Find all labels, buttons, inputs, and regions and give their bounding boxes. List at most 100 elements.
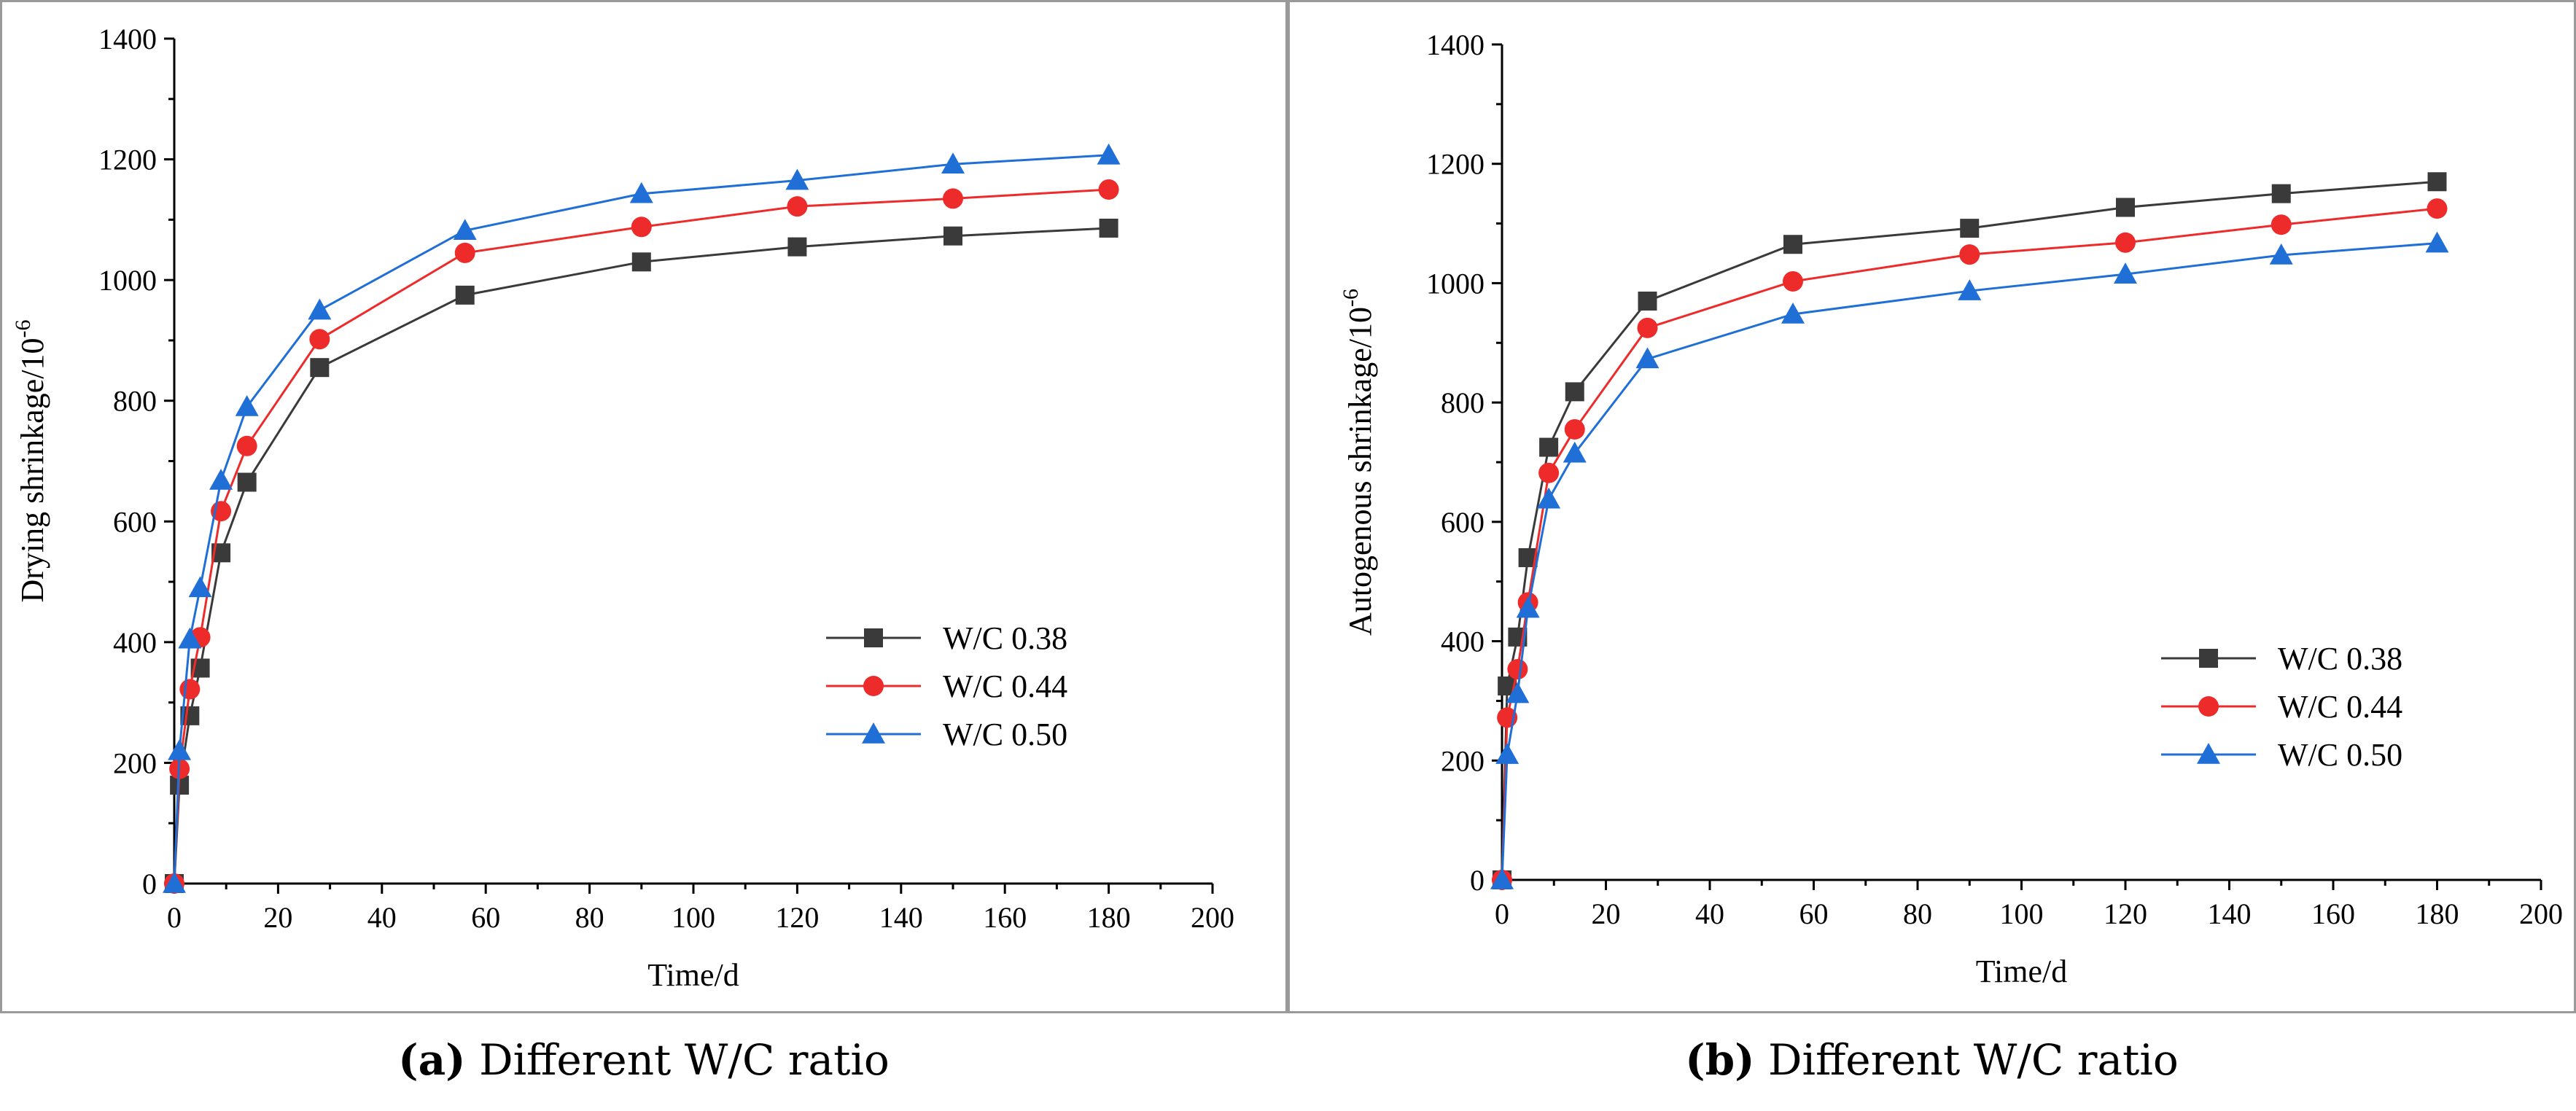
data-point xyxy=(163,872,186,893)
caption-b: (b) Different W/C ratio xyxy=(1288,1035,2576,1085)
x-tick-label: 40 xyxy=(367,901,397,934)
y-tick-label: 800 xyxy=(1441,386,1484,419)
data-point xyxy=(785,168,809,190)
data-point xyxy=(787,237,807,257)
x-tick-label: 200 xyxy=(1191,901,1234,934)
data-point xyxy=(1563,441,1587,463)
x-axis-title: Time/d xyxy=(647,957,739,993)
x-tick-label: 140 xyxy=(2208,897,2252,930)
x-tick-label: 40 xyxy=(1695,897,1724,930)
caption-a-text: Different W/C ratio xyxy=(479,1035,890,1085)
data-point xyxy=(1637,317,1658,338)
y-tick-label: 0 xyxy=(142,868,157,900)
data-point xyxy=(1783,270,1803,292)
data-point xyxy=(1099,218,1118,238)
x-tick-label: 20 xyxy=(1592,897,1621,930)
data-point xyxy=(631,252,651,272)
y-tick-label: 1200 xyxy=(98,144,157,176)
data-point xyxy=(310,358,330,378)
data-point xyxy=(1960,219,1980,238)
x-tick-label: 120 xyxy=(775,901,819,934)
caption-b-label: (b) xyxy=(1685,1035,1755,1085)
data-point xyxy=(1507,659,1528,680)
data-point xyxy=(1538,462,1560,483)
data-point xyxy=(1564,418,1585,440)
x-tick-label: 20 xyxy=(263,901,292,934)
data-point xyxy=(455,285,475,305)
x-tick-label: 160 xyxy=(983,901,1027,934)
data-point xyxy=(309,329,330,350)
data-point xyxy=(2270,214,2292,235)
data-point xyxy=(179,679,201,700)
series-w038 xyxy=(165,218,1118,893)
data-point xyxy=(236,435,257,456)
series-line xyxy=(173,154,1109,884)
x-tick-label: 0 xyxy=(167,901,182,934)
x-tick-label: 80 xyxy=(575,901,604,934)
caption-a-label: (a) xyxy=(398,1035,466,1085)
y-axis-title: Autogenous shrinkage/10-6 xyxy=(1339,289,1378,636)
legend-label: W/C 0.38 xyxy=(943,620,1067,656)
legend: W/C 0.38 W/C 0.44 W/C 0.50 xyxy=(826,620,1067,752)
data-point xyxy=(1516,596,1540,618)
series-line xyxy=(173,227,1109,884)
data-point xyxy=(2425,231,2449,253)
y-tick-label: 1400 xyxy=(98,23,157,55)
series-w050 xyxy=(1490,231,2449,889)
x-tick-label: 100 xyxy=(2000,897,2044,930)
x-tick-label: 160 xyxy=(2311,897,2355,930)
series-w050 xyxy=(163,143,1121,893)
data-point xyxy=(188,576,212,598)
data-point xyxy=(308,298,332,320)
data-point xyxy=(2114,262,2137,284)
caption-b-text: Different W/C ratio xyxy=(1768,1035,2179,1085)
data-point xyxy=(943,188,963,209)
y-tick-label: 200 xyxy=(1441,744,1484,777)
data-point xyxy=(453,219,477,241)
x-tick-label: 0 xyxy=(1495,897,1509,930)
legend-label: W/C 0.38 xyxy=(2278,641,2402,677)
x-tick-label: 80 xyxy=(1903,897,1932,930)
data-point xyxy=(178,627,202,649)
legend-marker xyxy=(862,722,885,744)
legend-label: W/C 0.50 xyxy=(943,717,1067,752)
x-tick-label: 60 xyxy=(471,901,500,934)
data-point xyxy=(1506,682,1530,703)
legend-marker xyxy=(2197,743,2220,764)
series-w044 xyxy=(164,179,1119,894)
y-tick-label: 1200 xyxy=(1426,148,1484,181)
data-point xyxy=(1565,382,1584,402)
data-point xyxy=(235,394,259,416)
plot-frame-a: 0 200 400 600 800 1000 1200 1400 0 20 40 60 80 100 120… xyxy=(0,0,1288,1013)
panel-b: 0 200 400 600 800 1000 1200 1400 0 20 40 60 80 100 120… xyxy=(1288,0,2576,1111)
series-w044 xyxy=(1492,198,2448,890)
y-tick-label: 400 xyxy=(1441,625,1484,658)
data-point xyxy=(629,182,653,203)
y-tick-label: 1400 xyxy=(1426,28,1484,61)
legend-label: W/C 0.50 xyxy=(2278,737,2402,773)
x-tick-label: 140 xyxy=(879,901,923,934)
y-tick-label: 1000 xyxy=(1426,267,1484,300)
legend-marker xyxy=(864,628,883,647)
data-point xyxy=(787,196,808,217)
y-tick-label: 600 xyxy=(113,505,157,538)
legend: W/C 0.38 W/C 0.44 W/C 0.50 xyxy=(2161,641,2402,773)
series-line xyxy=(1501,242,2437,881)
panel-a: 0 200 400 600 800 1000 1200 1400 0 20 40 60 80 100 120… xyxy=(0,0,1288,1085)
x-tick-label: 100 xyxy=(672,901,715,934)
legend-marker xyxy=(2199,649,2218,668)
data-point xyxy=(941,152,965,174)
data-point xyxy=(1098,179,1119,200)
data-point xyxy=(1781,302,1805,324)
data-point xyxy=(1539,437,1559,457)
legend-label: W/C 0.44 xyxy=(943,668,1067,704)
x-tick-label: 60 xyxy=(1799,897,1829,930)
data-point xyxy=(631,217,652,238)
y-tick-label: 600 xyxy=(1441,506,1484,539)
y-tick-label: 200 xyxy=(113,746,157,779)
data-point xyxy=(454,242,475,263)
caption-a: (a) Different W/C ratio xyxy=(0,1035,1288,1085)
x-axis-title: Time/d xyxy=(1976,954,2068,989)
data-point xyxy=(943,226,962,246)
x-tick-label: 180 xyxy=(1087,901,1131,934)
